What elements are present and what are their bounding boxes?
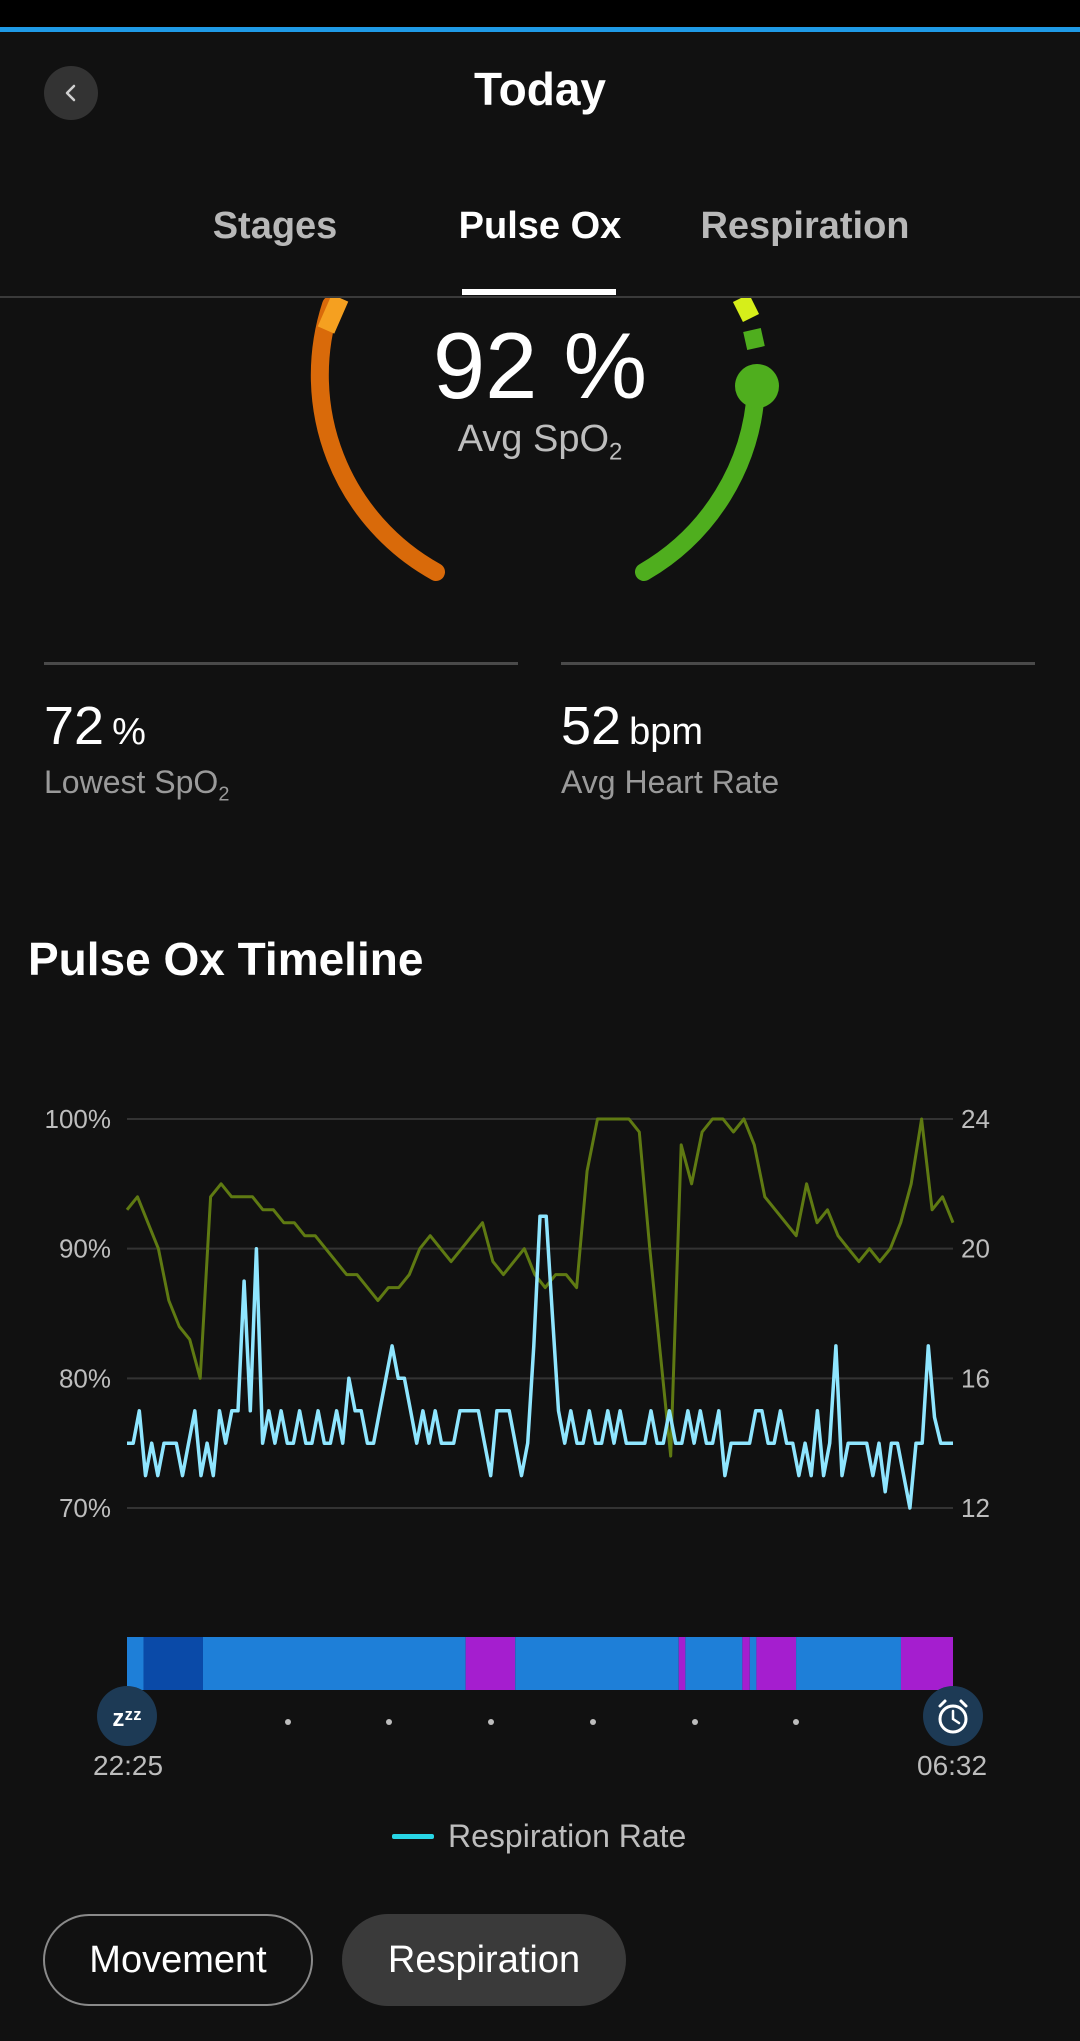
avg-spo2-value: 92 % (432, 313, 648, 418)
gauge-low-arc (310, 298, 445, 581)
right-axis-tick: 16 (961, 1363, 990, 1393)
chevron-left-icon (65, 84, 76, 102)
lowest-spo2-label-sub: 2 (218, 783, 230, 806)
end-time-label: 06:32 (917, 1750, 988, 1781)
sleep-stage-segment-rem (756, 1637, 797, 1690)
tab-pulse-ox[interactable]: Pulse Ox (458, 205, 622, 247)
avg-heart-rate-number: 52 (561, 696, 622, 756)
alarm-clock-bell-left (938, 1699, 947, 1708)
avg-heart-rate-label: Avg Heart Rate (561, 764, 780, 800)
avg-spo2-label-text: Avg SpO (457, 418, 610, 460)
timeline-title: Pulse Ox Timeline (28, 933, 424, 985)
alarm-clock-face (938, 1704, 968, 1734)
time-dot (488, 1719, 494, 1725)
movement-button[interactable]: Movement (43, 1914, 313, 2006)
time-dot (692, 1719, 698, 1725)
time-dot (386, 1719, 392, 1725)
tab-bar: Stages Pulse Ox Respiration (0, 205, 1080, 295)
left-axis-tick: 80% (59, 1363, 111, 1393)
avg-spo2-label-sub: 2 (609, 438, 623, 466)
respiration-button[interactable]: Respiration (342, 1914, 626, 2006)
active-tab-indicator (462, 289, 616, 295)
accent-line (0, 27, 1080, 32)
tab-stages[interactable]: Stages (212, 205, 338, 247)
gauge-high-arc (635, 381, 765, 581)
stat-divider (561, 662, 1035, 665)
legend-swatch (392, 1834, 434, 1839)
right-axis-tick: 20 (961, 1234, 990, 1264)
legend-label: Respiration Rate (448, 1818, 687, 1854)
sleep-zzz-glyph: zᶻᶻ (112, 1705, 141, 1732)
sleep-stage-segment-light (515, 1637, 679, 1690)
sleep-stage-segment-light (685, 1637, 743, 1690)
sleep-stage-segment-deep (143, 1637, 203, 1690)
sleep-stage-segment-rem (678, 1637, 686, 1690)
gauge-marker (735, 364, 779, 408)
sleep-stage-segment-rem (465, 1637, 516, 1690)
avg-heart-rate-unit: bpm (629, 711, 703, 753)
pulse-ox-chart: 100% 24 90% 20 80% 16 70% 12 zᶻᶻ (45, 1104, 990, 1746)
time-dot (793, 1719, 799, 1725)
avg-heart-rate-value: 52 bpm (561, 695, 703, 757)
sleep-stage-segment-light (202, 1637, 466, 1690)
time-dot (285, 1719, 291, 1725)
lowest-spo2-number: 72 (44, 696, 105, 756)
sleep-stage-segment-rem (900, 1637, 953, 1690)
page-title: Today (473, 63, 607, 115)
back-button[interactable] (44, 66, 98, 120)
tab-respiration[interactable]: Respiration (700, 205, 910, 247)
time-dot (590, 1719, 596, 1725)
right-axis-tick: 24 (961, 1104, 990, 1134)
sleep-zzz-icon (97, 1686, 157, 1746)
sleep-stage-segment-light (749, 1637, 757, 1690)
sleep-stage-segment-light (127, 1637, 144, 1690)
gauge-low-accent (317, 298, 349, 334)
tab-divider (0, 296, 1080, 298)
status-bar (0, 0, 1080, 27)
left-axis-tick: 100% (45, 1104, 112, 1134)
avg-spo2-label: Avg SpO2 (0, 418, 1080, 467)
lowest-spo2-value: 72% (44, 695, 146, 757)
alarm-clock-bell-right (959, 1699, 968, 1708)
lowest-spo2-unit: % (112, 711, 146, 753)
gauge-high-accent (732, 298, 760, 323)
stat-divider (44, 662, 518, 665)
sleep-stage-segment-rem (742, 1637, 750, 1690)
alarm-clock-hands (951, 1709, 961, 1725)
spo2-gauge (310, 298, 779, 581)
left-axis-tick: 70% (59, 1493, 111, 1523)
start-time-label: 22:25 (93, 1750, 164, 1781)
chart-legend: Respiration Rate (392, 1818, 686, 1855)
gauge-high-dash (743, 328, 765, 350)
lowest-spo2-label-text: Lowest SpO (44, 764, 219, 800)
respiration-series-line (127, 1214, 953, 1510)
sleep-stage-segment-light (796, 1637, 901, 1690)
spo2-series-line (125, 1117, 955, 1458)
right-axis-tick: 12 (961, 1493, 990, 1523)
lowest-spo2-label: Lowest SpO2 (44, 764, 229, 806)
left-axis-tick: 90% (59, 1234, 111, 1264)
